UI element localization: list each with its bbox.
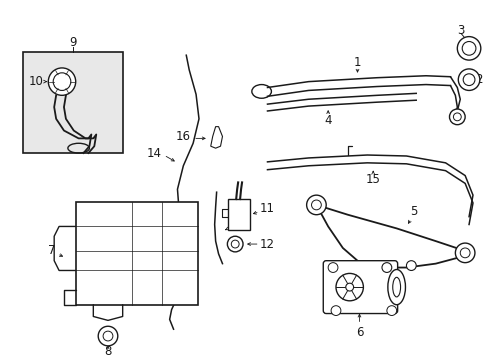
Text: 12: 12 xyxy=(260,238,274,251)
Text: 10: 10 xyxy=(29,75,44,88)
Text: 11: 11 xyxy=(260,202,274,215)
Text: 7: 7 xyxy=(48,244,56,257)
Circle shape xyxy=(227,236,243,252)
Text: 3: 3 xyxy=(457,24,464,37)
Text: 14: 14 xyxy=(146,147,161,159)
Bar xyxy=(76,202,198,305)
Circle shape xyxy=(345,283,353,291)
Circle shape xyxy=(457,69,479,90)
Circle shape xyxy=(386,306,396,315)
Circle shape xyxy=(454,243,474,263)
Text: 6: 6 xyxy=(355,326,363,339)
Polygon shape xyxy=(210,127,222,148)
Text: 1: 1 xyxy=(353,55,361,68)
Text: 9: 9 xyxy=(69,36,76,49)
Bar xyxy=(228,199,249,230)
Circle shape xyxy=(306,195,325,215)
Ellipse shape xyxy=(387,270,405,305)
Circle shape xyxy=(456,37,480,60)
Circle shape xyxy=(327,263,337,273)
Circle shape xyxy=(448,109,464,125)
Circle shape xyxy=(330,306,340,315)
FancyBboxPatch shape xyxy=(323,261,397,314)
Text: 8: 8 xyxy=(104,345,111,358)
Text: 5: 5 xyxy=(410,205,417,218)
Text: 4: 4 xyxy=(324,114,331,127)
Circle shape xyxy=(98,326,118,346)
Circle shape xyxy=(381,263,391,273)
Text: 2: 2 xyxy=(474,73,482,86)
Circle shape xyxy=(406,261,415,270)
Text: 16: 16 xyxy=(176,130,190,143)
Text: 15: 15 xyxy=(365,173,380,186)
Circle shape xyxy=(48,68,76,95)
Text: 13: 13 xyxy=(227,218,242,231)
Bar xyxy=(23,52,122,153)
